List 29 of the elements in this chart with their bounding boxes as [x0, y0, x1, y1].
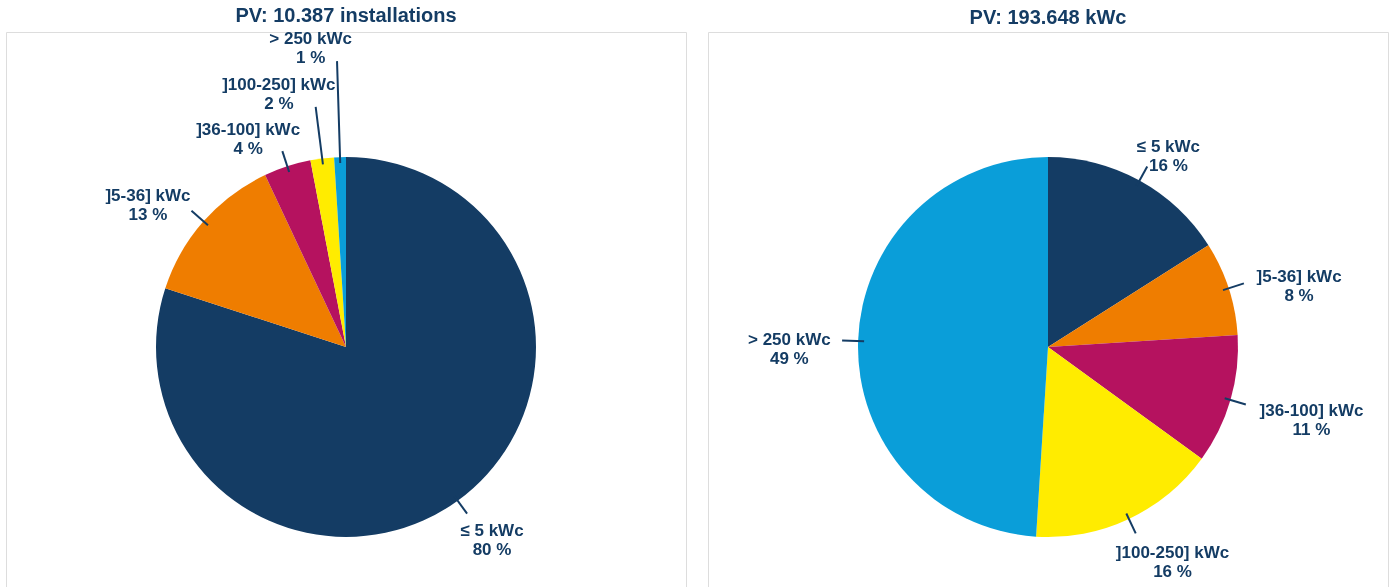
data-label: 1 %	[295, 48, 326, 68]
data-label: 16 %	[1153, 562, 1192, 582]
slice-label: ]100-250] kWc	[222, 75, 336, 95]
slice-label: > 250 kWc	[269, 29, 352, 49]
pie-slice	[265, 160, 346, 347]
pie-slice	[310, 157, 346, 347]
data-label: 8 %	[1284, 285, 1314, 305]
slice-label: ≤ 5 kWc	[1136, 137, 1201, 157]
slice-label: ≤ 5 kWc	[460, 521, 524, 541]
pie-slice	[1048, 245, 1238, 347]
chart-title: PV: 10.387 installations	[235, 4, 457, 27]
slice-label: > 250 kWc	[747, 329, 831, 349]
data-label: 49 %	[769, 348, 809, 368]
chart-title: PV: 193.648 kWc	[969, 6, 1127, 28]
data-label: 2 %	[264, 94, 294, 114]
slice-label: ]100-250] kWc	[1115, 543, 1230, 563]
slice-label: ]5-36] kWc	[1256, 266, 1342, 286]
data-label: 11 %	[1292, 419, 1331, 439]
data-label: 16 %	[1149, 156, 1188, 176]
pie-slice	[1048, 335, 1238, 459]
slice-label: ]36-100] kWc	[1259, 400, 1364, 420]
data-label: 4 %	[233, 139, 263, 159]
pie-slice	[1036, 347, 1202, 537]
slice-label: ]5-36] kWc	[105, 186, 191, 206]
pie-slice	[858, 157, 1048, 537]
data-label: 13 %	[128, 205, 168, 225]
slice-label: ]36-100] kWc	[196, 120, 301, 140]
pie-slice	[1048, 157, 1209, 347]
data-label: 80 %	[472, 540, 512, 560]
